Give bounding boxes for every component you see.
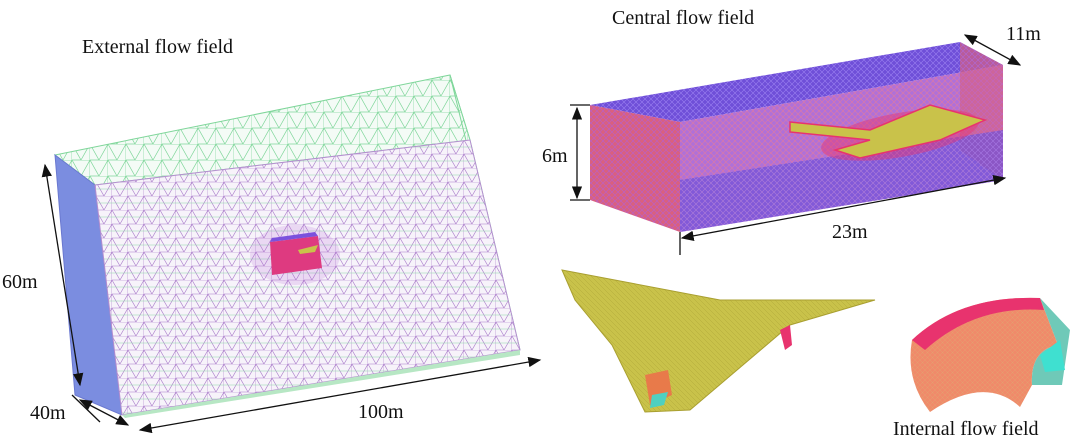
- panel-title: Internal flow field: [893, 418, 1039, 440]
- figure: External flow field 60m 40m 100m Central…: [0, 0, 1079, 445]
- dimension-label: 23m: [832, 221, 868, 243]
- panel-title: External flow field: [82, 36, 233, 58]
- dimension-label: 60m: [2, 271, 38, 293]
- dimension-label: 6m: [542, 145, 568, 167]
- dimension-label: 11m: [1006, 23, 1041, 45]
- aircraft-mesh: [562, 270, 875, 412]
- internal-mesh: [910, 298, 1070, 412]
- panel-title: Central flow field: [612, 7, 754, 29]
- dimension-label: 100m: [358, 401, 404, 423]
- external-mesh: [55, 75, 520, 418]
- dimension-label: 40m: [30, 402, 66, 424]
- central-mesh: [590, 42, 1003, 232]
